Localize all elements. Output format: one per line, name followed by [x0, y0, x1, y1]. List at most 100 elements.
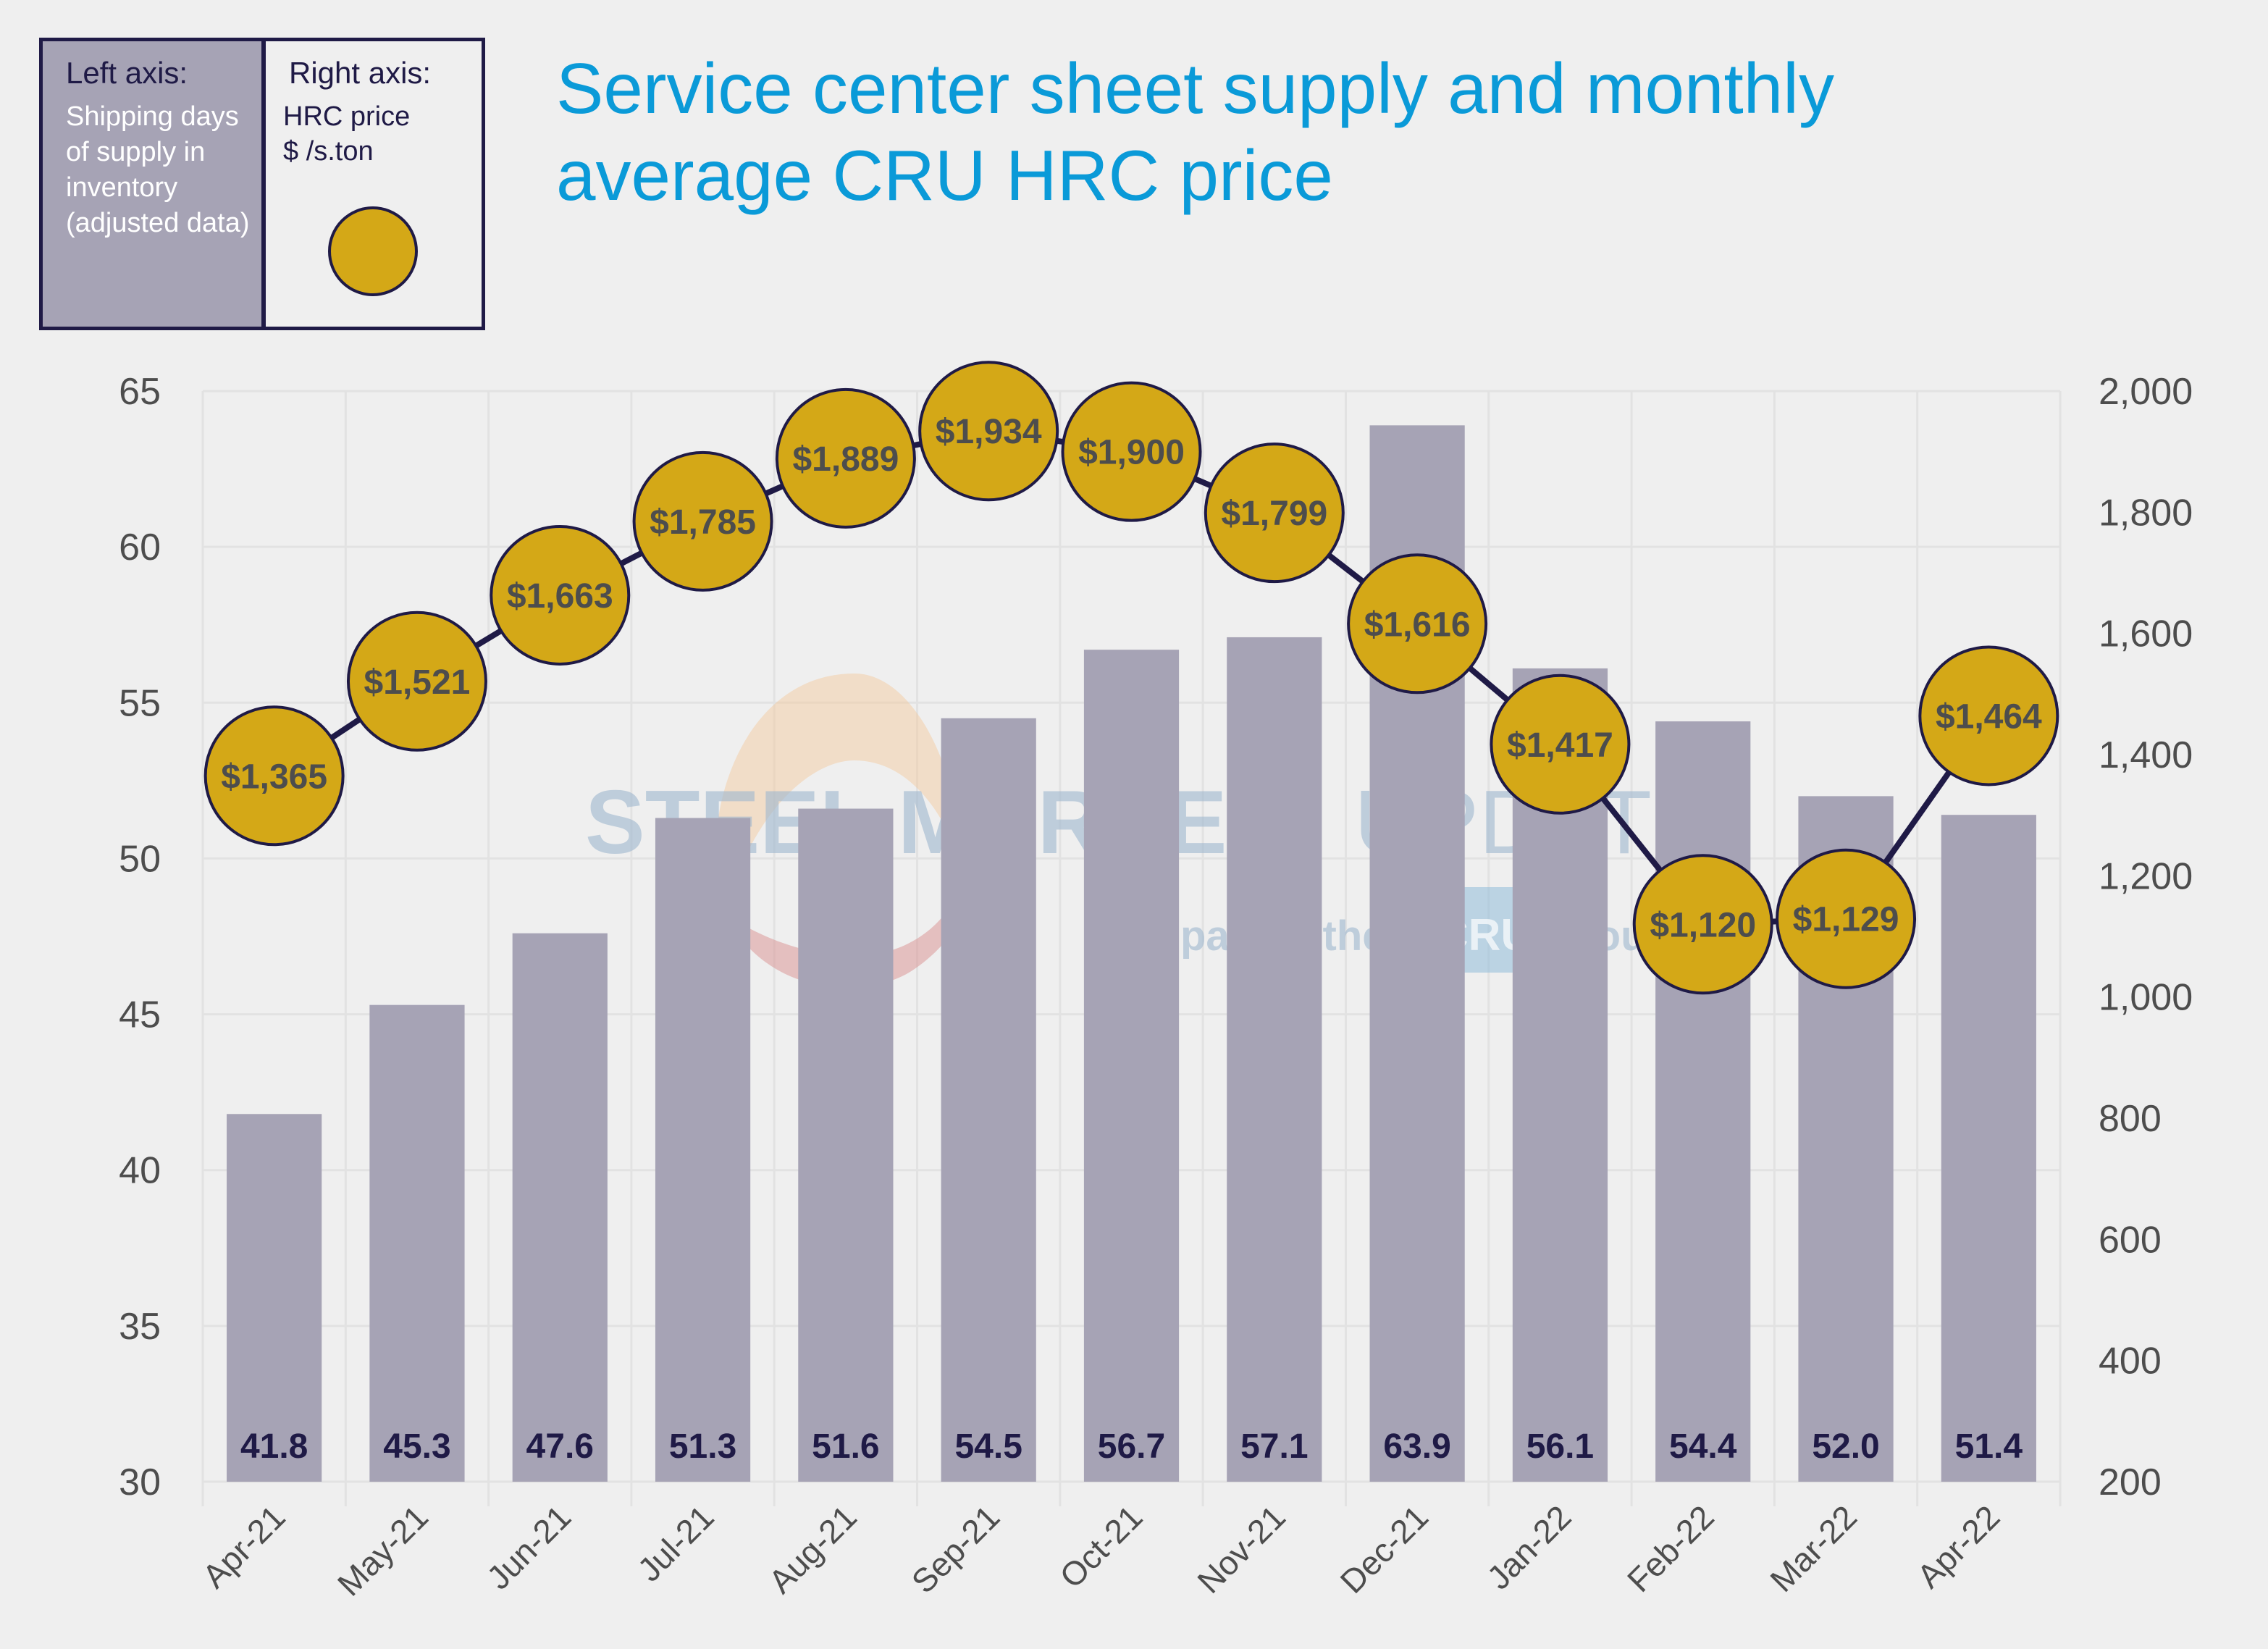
left-axis-tick-label: 60 [119, 526, 161, 568]
price-marker [918, 361, 1059, 502]
price-value-label: $1,120 [1650, 906, 1756, 944]
price-marker [1490, 674, 1631, 815]
bar-value-label: 51.6 [812, 1427, 879, 1466]
x-axis-tick-label: Aug-21 [761, 1498, 864, 1600]
price-marker [346, 610, 487, 752]
x-axis-tick-label: Mar-22 [1763, 1498, 1864, 1599]
right-axis-tick-label: 200 [2099, 1461, 2162, 1503]
bar-value-label: 54.5 [954, 1427, 1022, 1466]
x-axis-tick-label: Jan-22 [1479, 1498, 1578, 1596]
right-axis-tick-label: 1,400 [2099, 734, 2193, 776]
price-marker [490, 524, 631, 666]
price-marker [1061, 381, 1202, 522]
price-value-label: $1,889 [792, 440, 899, 479]
bar [1941, 815, 2036, 1482]
left-axis-tick-label: 50 [119, 838, 161, 880]
x-axis-tick-label: Nov-21 [1190, 1498, 1293, 1600]
bar-value-label: 47.6 [526, 1427, 594, 1466]
x-axis-tick-label: Apr-21 [195, 1498, 292, 1595]
legend-price-marker-icon [328, 206, 418, 296]
chart-title: Service center sheet supply and monthly … [556, 45, 2149, 219]
price-value-label: $1,934 [936, 413, 1042, 451]
x-axis-tick-label: Apr-22 [1910, 1498, 2007, 1595]
x-axis-labels: Apr-21 May-21 Jun-21 Jul-21 Aug-21 Sep-21 Oct-… [195, 1498, 2007, 1603]
right-axis-tick-label: 1,200 [2099, 855, 2193, 897]
legend-left-axis: Left axis: Shipping days of supply in in… [39, 38, 265, 330]
bar [512, 933, 608, 1482]
legend-right-description: HRC price $ /s.ton [283, 99, 479, 169]
right-axis-tick-label: 1,000 [2099, 977, 2193, 1019]
legend-left-description: Shipping days of supply in inventory (ad… [66, 101, 250, 238]
price-value-label: $1,663 [507, 577, 613, 616]
x-axis-tick-label: Oct-21 [1052, 1498, 1149, 1595]
bar [941, 718, 1036, 1482]
price-marker [775, 387, 916, 529]
bar [655, 818, 751, 1482]
bar-series: 41.8 45.3 47.6 51.3 51.6 54.5 56.7 57.1 63.9 56.1… [227, 425, 2036, 1482]
price-value-label: $1,417 [1507, 726, 1613, 765]
legend-right-line-1: HRC price [283, 101, 411, 132]
bar-value-label: 51.3 [669, 1427, 736, 1466]
bar [1227, 637, 1322, 1482]
right-axis-tick-label: 800 [2099, 1098, 2162, 1140]
legend-right-line-2: $ /s.ton [283, 136, 374, 167]
price-value-label: $1,464 [1936, 697, 2042, 736]
left-axis-tick-label: 40 [119, 1150, 161, 1192]
price-marker [1347, 553, 1488, 695]
legend-left-heading: Left axis: [66, 56, 188, 90]
watermark-swoosh-icon [715, 674, 963, 912]
chart-title-line-1: Service center sheet supply and monthly [556, 49, 1834, 128]
bar-value-label: 56.1 [1526, 1427, 1594, 1466]
bar [1655, 721, 1751, 1482]
left-axis-tick-label: 45 [119, 994, 161, 1036]
bar-value-label: 56.7 [1098, 1427, 1165, 1466]
bar-value-label: 57.1 [1240, 1427, 1308, 1466]
bar [1083, 650, 1180, 1482]
bar-value-label: 63.9 [1383, 1427, 1450, 1466]
left-axis-tick-label: 65 [119, 371, 161, 413]
price-marker [1776, 848, 1917, 989]
right-axis-tick-label: 600 [2099, 1219, 2162, 1261]
watermark-swoosh-lower-icon [724, 869, 970, 988]
x-axis-tick-label: Sep-21 [904, 1498, 1007, 1600]
bar [369, 1004, 465, 1482]
right-axis-ticks: 200 400 600 800 1,000 1,200 1,400 1,600 1,800 2,0… [2099, 371, 2193, 1503]
x-axis-tick-label: Jun-21 [479, 1498, 578, 1596]
bar [227, 1114, 322, 1482]
legend-right-axis: Right axis: HRC price $ /s.ton [262, 38, 485, 330]
right-axis-tick-label: 1,600 [2099, 613, 2193, 655]
price-value-label: $1,785 [650, 503, 756, 542]
left-axis-tick-label: 35 [119, 1306, 161, 1348]
bar [798, 808, 894, 1482]
x-axis-tick-label: May-21 [330, 1498, 435, 1603]
left-axis-ticks: 30 35 40 45 50 55 60 65 [119, 371, 161, 1503]
price-value-label: $1,365 [221, 758, 327, 796]
price-marker [1632, 854, 1773, 995]
x-axis-tick-label: Feb-22 [1620, 1498, 1721, 1599]
bar-value-label: 45.3 [383, 1427, 450, 1466]
price-value-label: $1,521 [364, 663, 471, 702]
price-value-label: $1,799 [1221, 495, 1327, 533]
price-value-label: $1,129 [1793, 901, 1899, 939]
bar-value-label: 52.0 [1812, 1427, 1879, 1466]
x-axis-tick-label: Jul-21 [630, 1498, 721, 1588]
legend-right-heading: Right axis: [289, 56, 432, 90]
price-marker [1918, 645, 2059, 786]
left-axis-tick-label: 55 [119, 682, 161, 724]
right-axis-tick-label: 2,000 [2099, 371, 2193, 413]
price-value-label: $1,616 [1364, 605, 1471, 644]
chart-title-line-2: average CRU HRC price [556, 135, 1333, 215]
price-marker [632, 450, 773, 592]
right-axis-tick-label: 400 [2099, 1340, 2162, 1382]
left-axis-tick-label: 30 [119, 1461, 161, 1503]
price-marker [203, 705, 345, 847]
price-value-label: $1,900 [1078, 434, 1185, 472]
right-axis-tick-label: 1,800 [2099, 492, 2193, 534]
bar-value-label: 41.8 [240, 1427, 308, 1466]
bar-value-label: 54.4 [1669, 1427, 1737, 1466]
x-axis-tick-label: Dec-21 [1333, 1498, 1436, 1600]
price-marker [1204, 442, 1345, 584]
price-marker-series: $1,365 $1,521 $1,663 $1,785 $1,889 $1,934 $1,9… [203, 361, 2059, 995]
bar-value-label: 51.4 [1955, 1427, 2023, 1466]
